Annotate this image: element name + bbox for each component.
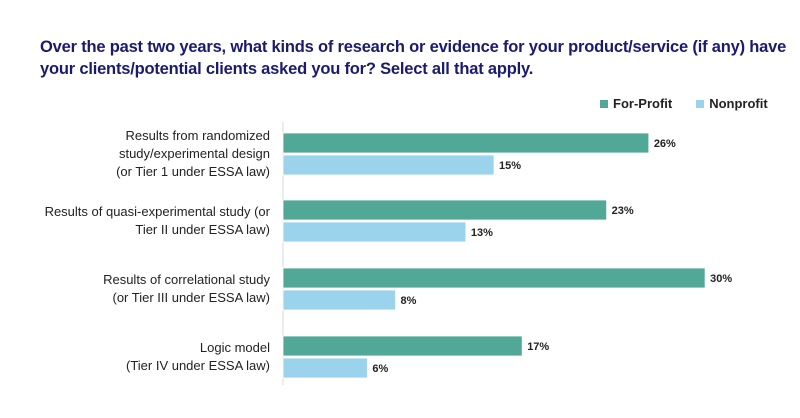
category-label: Results of quasi-experimental study (or T… — [45, 203, 270, 239]
category-label-line: Tier II under ESSA law) — [135, 222, 270, 237]
category-label: Results from randomized study/experimenta… — [116, 127, 270, 181]
category-label-line: (or Tier III under ESSA law) — [112, 290, 270, 305]
legend: For-Profit Nonprofit — [600, 96, 768, 111]
category-label-line: (or Tier 1 under ESSA law) — [116, 164, 270, 179]
data-label: 8% — [401, 295, 417, 307]
bar-nonprofit — [282, 289, 396, 311]
legend-item-nonprofit: Nonprofit — [696, 96, 768, 111]
category-label-line: Logic model — [199, 340, 270, 355]
bar-for-profit — [282, 132, 650, 154]
legend-label: For-Profit — [613, 96, 673, 111]
category-label: Results of correlational study (or Tier I… — [103, 271, 270, 307]
data-label: 15% — [499, 160, 521, 172]
bar-for-profit — [282, 199, 608, 221]
bar-nonprofit — [282, 154, 495, 176]
data-label: 17% — [527, 341, 549, 353]
data-label: 30% — [710, 273, 732, 285]
category-label-line: Results from randomized — [125, 128, 271, 143]
bar-for-profit — [282, 335, 523, 357]
data-label: 26% — [654, 138, 676, 150]
legend-swatch — [600, 99, 608, 108]
legend-item-for-profit: For-Profit — [600, 96, 672, 111]
category-label-line: Results of correlational study — [103, 272, 270, 287]
data-label: 23% — [612, 205, 634, 217]
category-label-line: (Tier IV under ESSA law) — [125, 358, 270, 373]
category-label-line: Results of quasi-experimental study (or — [44, 204, 270, 219]
bar-nonprofit — [282, 357, 368, 379]
chart-title: Over the past two years, what kinds of r… — [40, 38, 787, 78]
bar-for-profit — [282, 267, 706, 289]
data-label: 13% — [471, 227, 493, 239]
category-label: Logic model (Tier IV under ESSA law) — [126, 339, 270, 375]
legend-label: Nonprofit — [709, 96, 768, 111]
legend-swatch — [696, 99, 705, 108]
bar-nonprofit — [282, 221, 467, 243]
category-label-line: study/experimental design — [118, 146, 270, 161]
data-label: 6% — [372, 363, 388, 375]
